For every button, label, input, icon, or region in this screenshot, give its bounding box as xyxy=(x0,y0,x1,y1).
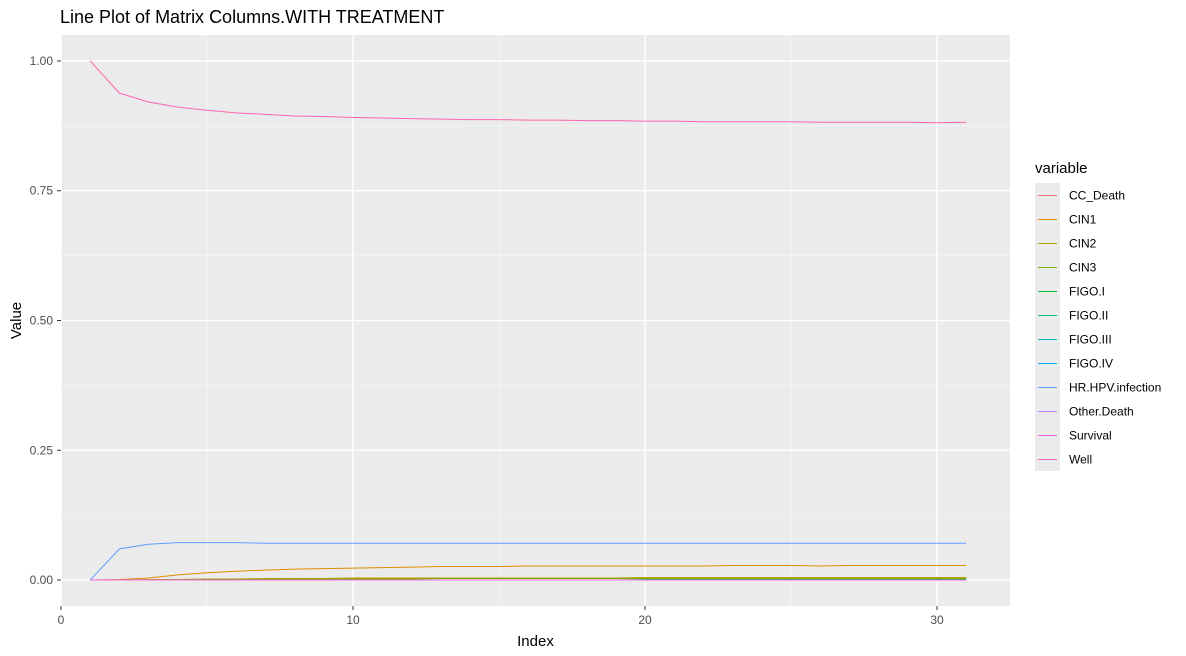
y-axis-title: Value xyxy=(8,302,25,339)
series-line-cin1 xyxy=(90,565,967,581)
legend-key-background xyxy=(1035,183,1060,471)
legend-label: CC_Death xyxy=(1069,189,1125,203)
y-tick-label: 0.00 xyxy=(30,573,54,587)
chart-title: Line Plot of Matrix Columns.WITH TREATME… xyxy=(60,7,444,27)
y-axis: 0.00 0.25 0.50 0.75 1.00 xyxy=(30,54,61,587)
series-line-well xyxy=(89,60,967,124)
series-line-cin3 xyxy=(90,577,967,581)
x-tick-label: 20 xyxy=(638,613,652,627)
legend-title: variable xyxy=(1035,160,1088,177)
legend-label: CIN3 xyxy=(1069,261,1097,275)
legend: variable CC_Death CIN1 CIN2 CIN3 FIGO.I FIGO.… xyxy=(1035,160,1161,471)
legend-label: FIGO.IV xyxy=(1069,357,1113,371)
x-axis: 0 10 20 30 xyxy=(58,606,944,627)
legend-label: FIGO.III xyxy=(1069,333,1112,347)
legend-label: CIN1 xyxy=(1069,213,1097,227)
legend-label: CIN2 xyxy=(1069,237,1097,251)
y-tick-label: 1.00 xyxy=(30,54,54,68)
series-line-cin2 xyxy=(90,576,967,581)
series-lines xyxy=(89,60,967,581)
legend-label: Survival xyxy=(1069,429,1112,443)
legend-label: Other.Death xyxy=(1069,405,1134,419)
x-tick-label: 10 xyxy=(346,613,360,627)
legend-label: FIGO.I xyxy=(1069,285,1105,299)
x-tick-label: 0 xyxy=(58,613,65,627)
y-tick-label: 0.50 xyxy=(30,314,54,328)
x-axis-title: Index xyxy=(517,633,554,650)
legend-label: HR.HPV.infection xyxy=(1069,381,1161,395)
legend-label: FIGO.II xyxy=(1069,309,1108,323)
x-tick-label: 30 xyxy=(930,613,944,627)
y-tick-label: 0.75 xyxy=(30,184,54,198)
legend-label: Well xyxy=(1069,453,1092,467)
y-tick-label: 0.25 xyxy=(30,443,54,457)
series-line-hr-hpv-infection xyxy=(89,542,967,581)
major-gridlines xyxy=(60,35,1010,606)
